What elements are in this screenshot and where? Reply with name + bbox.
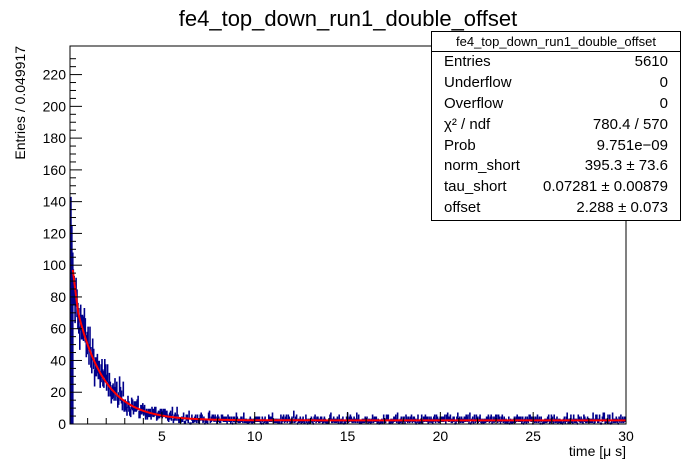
stats-label: offset	[444, 199, 481, 217]
stats-label: Overflow	[444, 94, 504, 112]
y-tick-label: 40	[50, 352, 66, 368]
stats-row: Entries 5610	[432, 52, 680, 73]
y-tick-label: 20	[50, 384, 66, 400]
fit-curve	[71, 269, 626, 422]
x-axis: 5 10 15 20 25 30	[87, 412, 634, 444]
stats-value: 2.288 ± 0.073	[576, 199, 668, 217]
stats-row: Prob 9.751e−09	[432, 136, 680, 157]
y-tick-label: 140	[43, 194, 67, 210]
stats-label: Entries	[444, 53, 491, 70]
x-tick-label: 30	[618, 428, 634, 444]
stats-label: tau_short	[444, 178, 507, 196]
stats-row: offset 2.288 ± 0.073	[432, 198, 680, 219]
y-tick-label: 160	[43, 162, 67, 178]
stats-label: Prob	[444, 136, 476, 154]
stats-label: Underflow	[444, 73, 512, 91]
histogram-bars	[69, 196, 626, 425]
x-tick-label: 25	[525, 428, 541, 444]
stats-box: fe4_top_down_run1_double_offset Entries 5…	[431, 31, 681, 221]
stats-value: 0.07281 ± 0.00879	[542, 178, 668, 196]
stats-value: 0	[659, 94, 668, 112]
y-tick-label: 200	[43, 98, 67, 114]
x-tick-label: 20	[433, 428, 449, 444]
x-tick-label: 15	[340, 428, 356, 444]
stats-rows: Entries 5610 Underflow 0 Overflow 0 χ² / ndf 78…	[432, 52, 680, 219]
stats-row: tau_short 0.07281 ± 0.00879	[432, 177, 680, 198]
stats-value: 0	[659, 73, 668, 91]
y-tick-label: 80	[50, 289, 66, 305]
stats-row: Overflow 0	[432, 94, 680, 115]
y-axis: 0 20 40 60 80 100 120 140 160 180 200 220	[43, 58, 82, 432]
y-tick-label: 60	[50, 321, 66, 337]
stats-label: norm_short	[444, 157, 520, 175]
x-tick-label: 10	[247, 428, 263, 444]
histogram-bins	[69, 246, 626, 425]
stats-value: 5610	[634, 53, 668, 70]
chart-title: fe4_top_down_run1_double_offset	[178, 6, 518, 31]
y-tick-label: 100	[43, 257, 67, 273]
stats-row: Underflow 0	[432, 73, 680, 94]
y-tick-label: 0	[58, 416, 66, 432]
y-axis-label: Entries / 0.049917	[12, 46, 28, 160]
stats-label: χ² / ndf	[444, 115, 491, 133]
y-tick-label: 120	[43, 225, 67, 241]
stats-row: norm_short 395.3 ± 73.6	[432, 156, 680, 177]
stats-value: 780.4 / 570	[592, 115, 668, 133]
stats-value: 9.751e−09	[596, 136, 668, 154]
y-tick-label: 220	[43, 67, 67, 83]
y-tick-label: 180	[43, 130, 67, 146]
stats-value: 395.3 ± 73.6	[584, 157, 668, 175]
x-tick-label: 5	[158, 428, 166, 444]
stats-box-title: fe4_top_down_run1_double_offset	[432, 32, 680, 52]
stats-row: χ² / ndf 780.4 / 570	[432, 115, 680, 136]
x-axis-label: time [μ s]	[569, 443, 626, 459]
